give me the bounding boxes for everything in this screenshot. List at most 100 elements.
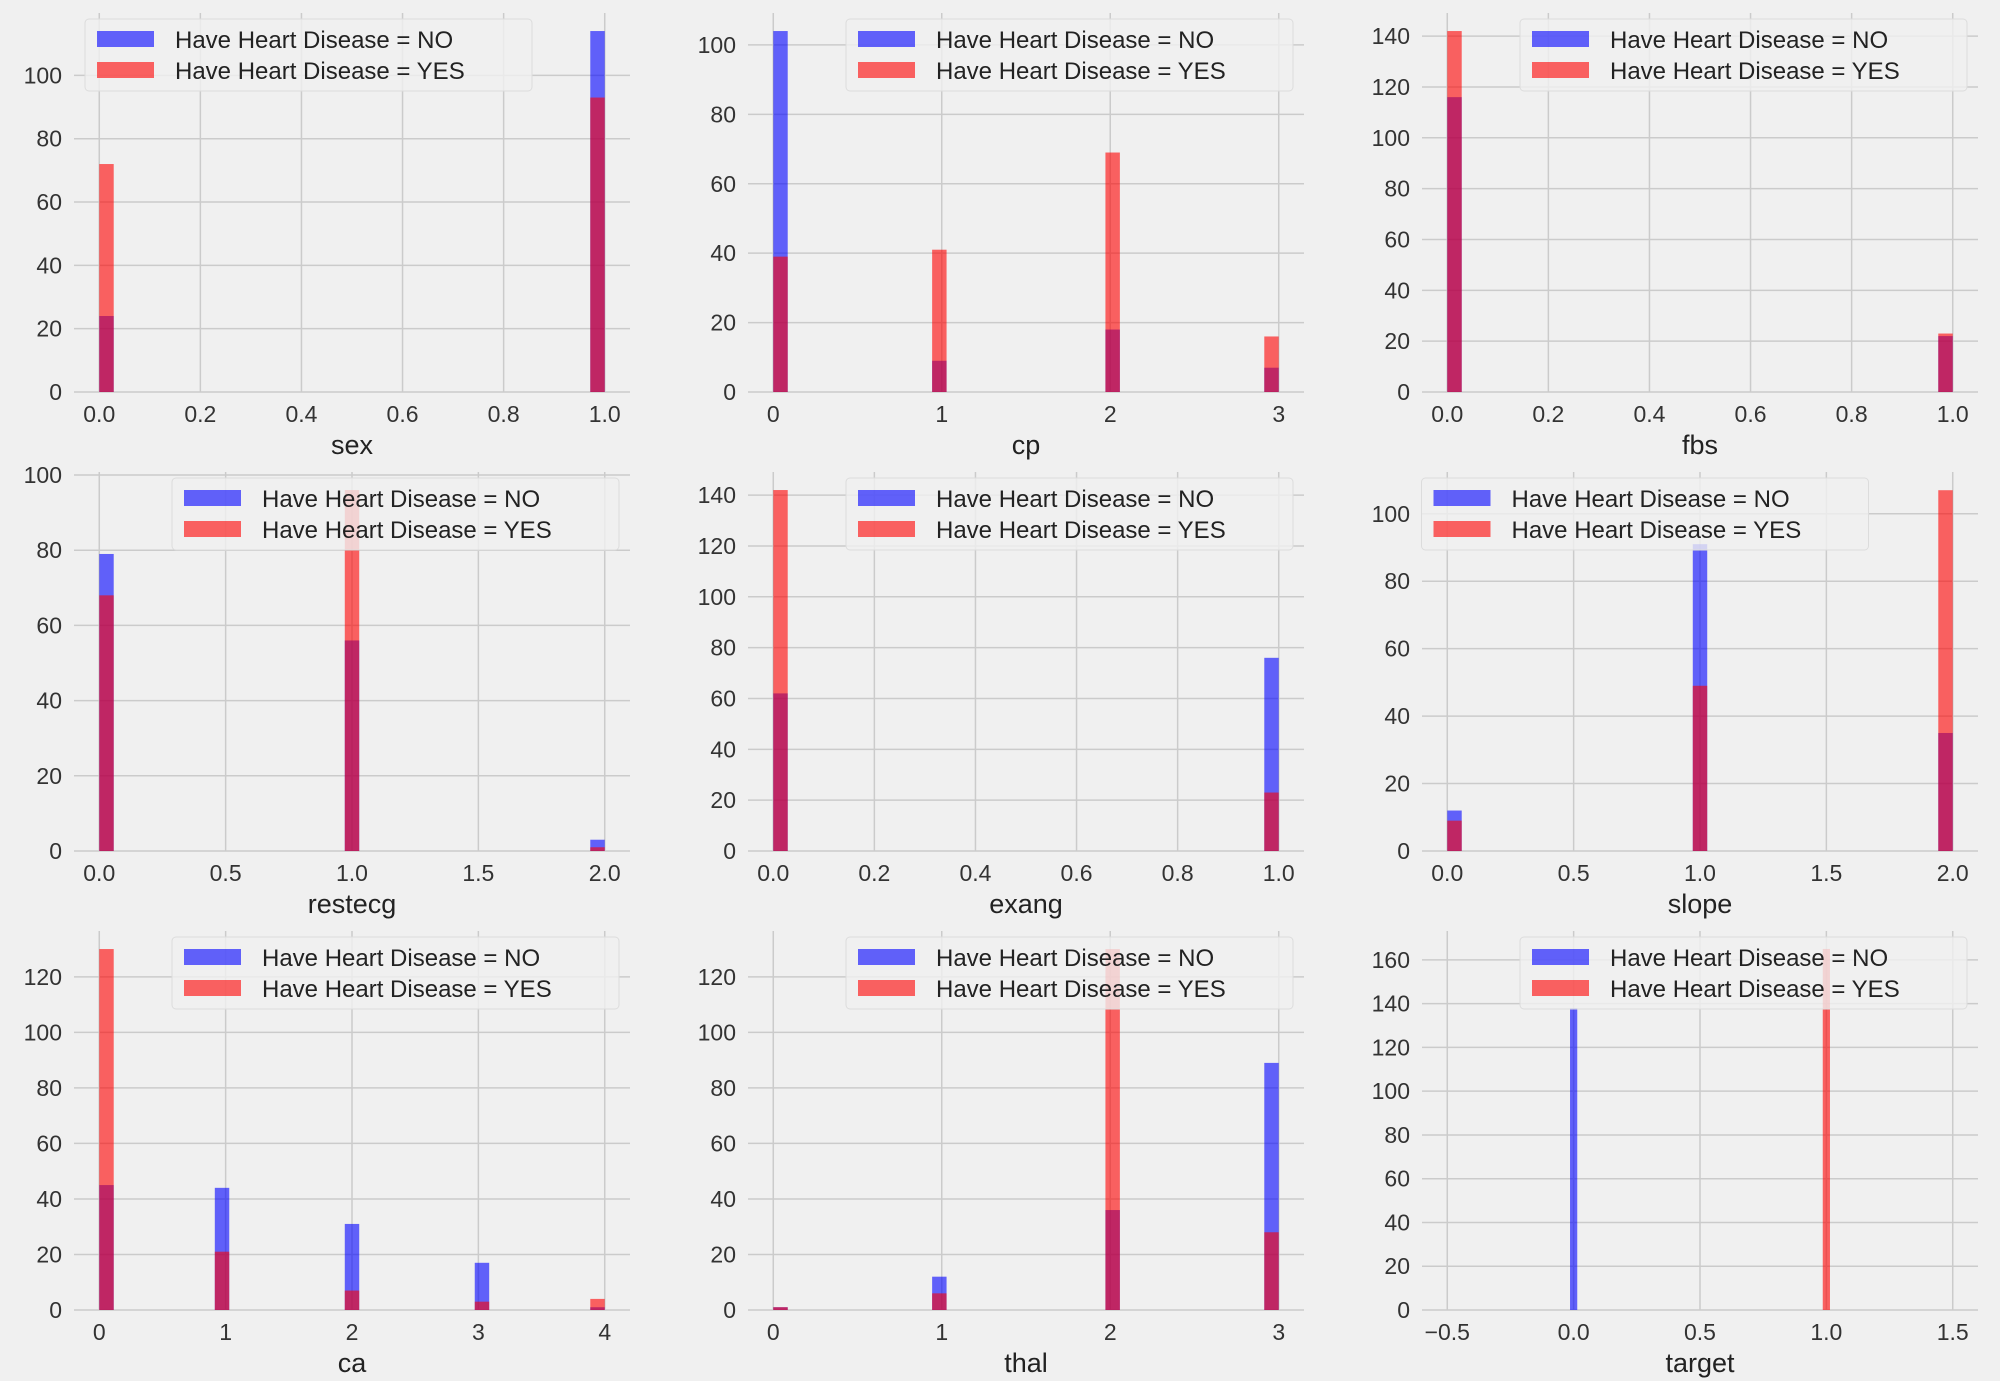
x-tick-label: 1.0: [336, 860, 368, 886]
y-tick-label: 0: [1397, 838, 1410, 864]
x-axis-label: slope: [1668, 889, 1733, 919]
bar-yes: [99, 949, 114, 1310]
legend-swatch-no: [184, 490, 241, 506]
y-tick-label: 40: [1384, 703, 1410, 729]
x-tick-label: 3: [1272, 1319, 1285, 1345]
legend-swatch-yes: [858, 62, 915, 78]
y-tick-label: 20: [36, 1241, 62, 1267]
y-tick-label: 80: [1384, 1122, 1410, 1148]
y-tick-label: 80: [710, 635, 736, 661]
y-tick-label: 120: [1372, 1034, 1410, 1060]
y-tick-label: 100: [698, 584, 736, 610]
x-tick-label: 2: [1104, 401, 1117, 427]
x-axis-label: fbs: [1682, 430, 1718, 460]
x-tick-label: 1.5: [462, 860, 494, 886]
legend-swatch-no: [858, 490, 915, 506]
bar-yes: [1938, 490, 1953, 851]
x-tick-label: 0.4: [959, 860, 991, 886]
x-tick-label: 0.8: [1162, 860, 1194, 886]
legend-label-yes: Have Heart Disease = YES: [262, 976, 552, 1003]
legend-label-yes: Have Heart Disease = YES: [936, 517, 1226, 544]
legend-label-no: Have Heart Disease = NO: [1512, 486, 1790, 513]
legend-swatch-no: [858, 31, 915, 47]
x-tick-label: 1.0: [1263, 860, 1295, 886]
bar-yes: [1264, 1232, 1279, 1310]
x-tick-label: 1.0: [1937, 401, 1969, 427]
x-tick-label: 1: [935, 1319, 948, 1345]
x-tick-label: 0.4: [285, 401, 317, 427]
y-tick-label: 40: [36, 688, 62, 714]
legend-box: [845, 936, 1294, 1010]
bar-yes: [1105, 949, 1120, 1310]
x-tick-label: 1.5: [1810, 860, 1842, 886]
y-tick-label: 100: [1372, 1078, 1410, 1104]
y-tick-label: 100: [1372, 501, 1410, 527]
legend: Have Heart Disease = NO Have Heart Diseas…: [171, 477, 620, 551]
x-tick-label: 1.0: [589, 401, 621, 427]
y-tick-label: 40: [710, 736, 736, 762]
legend-swatch-no: [1433, 490, 1491, 506]
y-tick-label: 40: [710, 240, 736, 266]
x-axis-label: sex: [331, 430, 374, 460]
x-tick-label: 3: [1272, 401, 1285, 427]
legend-box: [1519, 936, 1968, 1010]
y-tick-label: 60: [1384, 1166, 1410, 1192]
y-tick-label: 0: [49, 379, 62, 405]
y-tick-label: 100: [24, 62, 62, 88]
legend-swatch-yes: [1532, 980, 1589, 996]
x-tick-label: 2: [346, 1319, 359, 1345]
legend-label-no: Have Heart Disease = NO: [175, 27, 453, 54]
y-tick-label: 20: [1384, 771, 1410, 797]
x-tick-label: 1.0: [1684, 860, 1716, 886]
x-axis-label: restecg: [308, 889, 397, 919]
y-tick-label: 60: [1384, 636, 1410, 662]
bar-yes: [1264, 792, 1279, 851]
bar-yes: [344, 1290, 360, 1310]
legend-swatch-yes: [97, 62, 154, 78]
x-tick-label: 0.2: [858, 860, 890, 886]
x-tick-label: 0.8: [488, 401, 520, 427]
y-tick-label: 60: [36, 1130, 62, 1156]
legend-swatch-no: [858, 949, 915, 965]
legend-box: [171, 477, 620, 551]
legend: Have Heart Disease = NO Have Heart Diseas…: [84, 18, 533, 92]
y-tick-label: 120: [1372, 74, 1410, 100]
legend: Have Heart Disease = NO Have Heart Diseas…: [845, 18, 1294, 92]
legend-label-yes: Have Heart Disease = YES: [1512, 517, 1802, 544]
legend-swatch-no: [1532, 949, 1589, 965]
x-tick-label: 0.2: [184, 401, 216, 427]
legend-swatch-yes: [858, 980, 915, 996]
y-tick-label: 60: [710, 1130, 736, 1156]
y-tick-label: 60: [36, 612, 62, 638]
y-tick-label: 0: [1397, 379, 1410, 405]
legend-swatch-yes: [1433, 521, 1491, 537]
y-tick-label: 20: [36, 763, 62, 789]
legend-label-no: Have Heart Disease = NO: [936, 486, 1214, 513]
y-tick-label: 40: [1384, 1209, 1410, 1235]
x-tick-label: 0.0: [1431, 860, 1463, 886]
legend: Have Heart Disease = NO Have Heart Diseas…: [1519, 936, 1968, 1010]
legend-swatch-no: [97, 31, 154, 47]
bar-no: [590, 839, 605, 851]
y-tick-label: 80: [710, 1075, 736, 1101]
legend-box: [1519, 18, 1968, 92]
bar-yes: [1822, 948, 1830, 1310]
x-tick-label: 0: [767, 1319, 780, 1345]
legend-label-no: Have Heart Disease = NO: [936, 27, 1214, 54]
x-tick-label: 1.0: [1810, 1319, 1842, 1345]
legend-box: [845, 477, 1294, 551]
y-tick-label: 0: [723, 379, 736, 405]
bar-no: [474, 1262, 490, 1310]
y-tick-label: 20: [36, 316, 62, 342]
x-tick-label: 0: [93, 1319, 106, 1345]
x-tick-label: 1.5: [1937, 1319, 1969, 1345]
legend-box: [1421, 477, 1869, 551]
x-tick-label: 0.0: [83, 860, 115, 886]
bar-yes: [214, 1251, 230, 1310]
y-tick-label: 40: [1384, 277, 1410, 303]
legend-label-no: Have Heart Disease = NO: [262, 486, 540, 513]
y-tick-label: 40: [36, 1186, 62, 1212]
x-tick-label: 1: [935, 401, 948, 427]
